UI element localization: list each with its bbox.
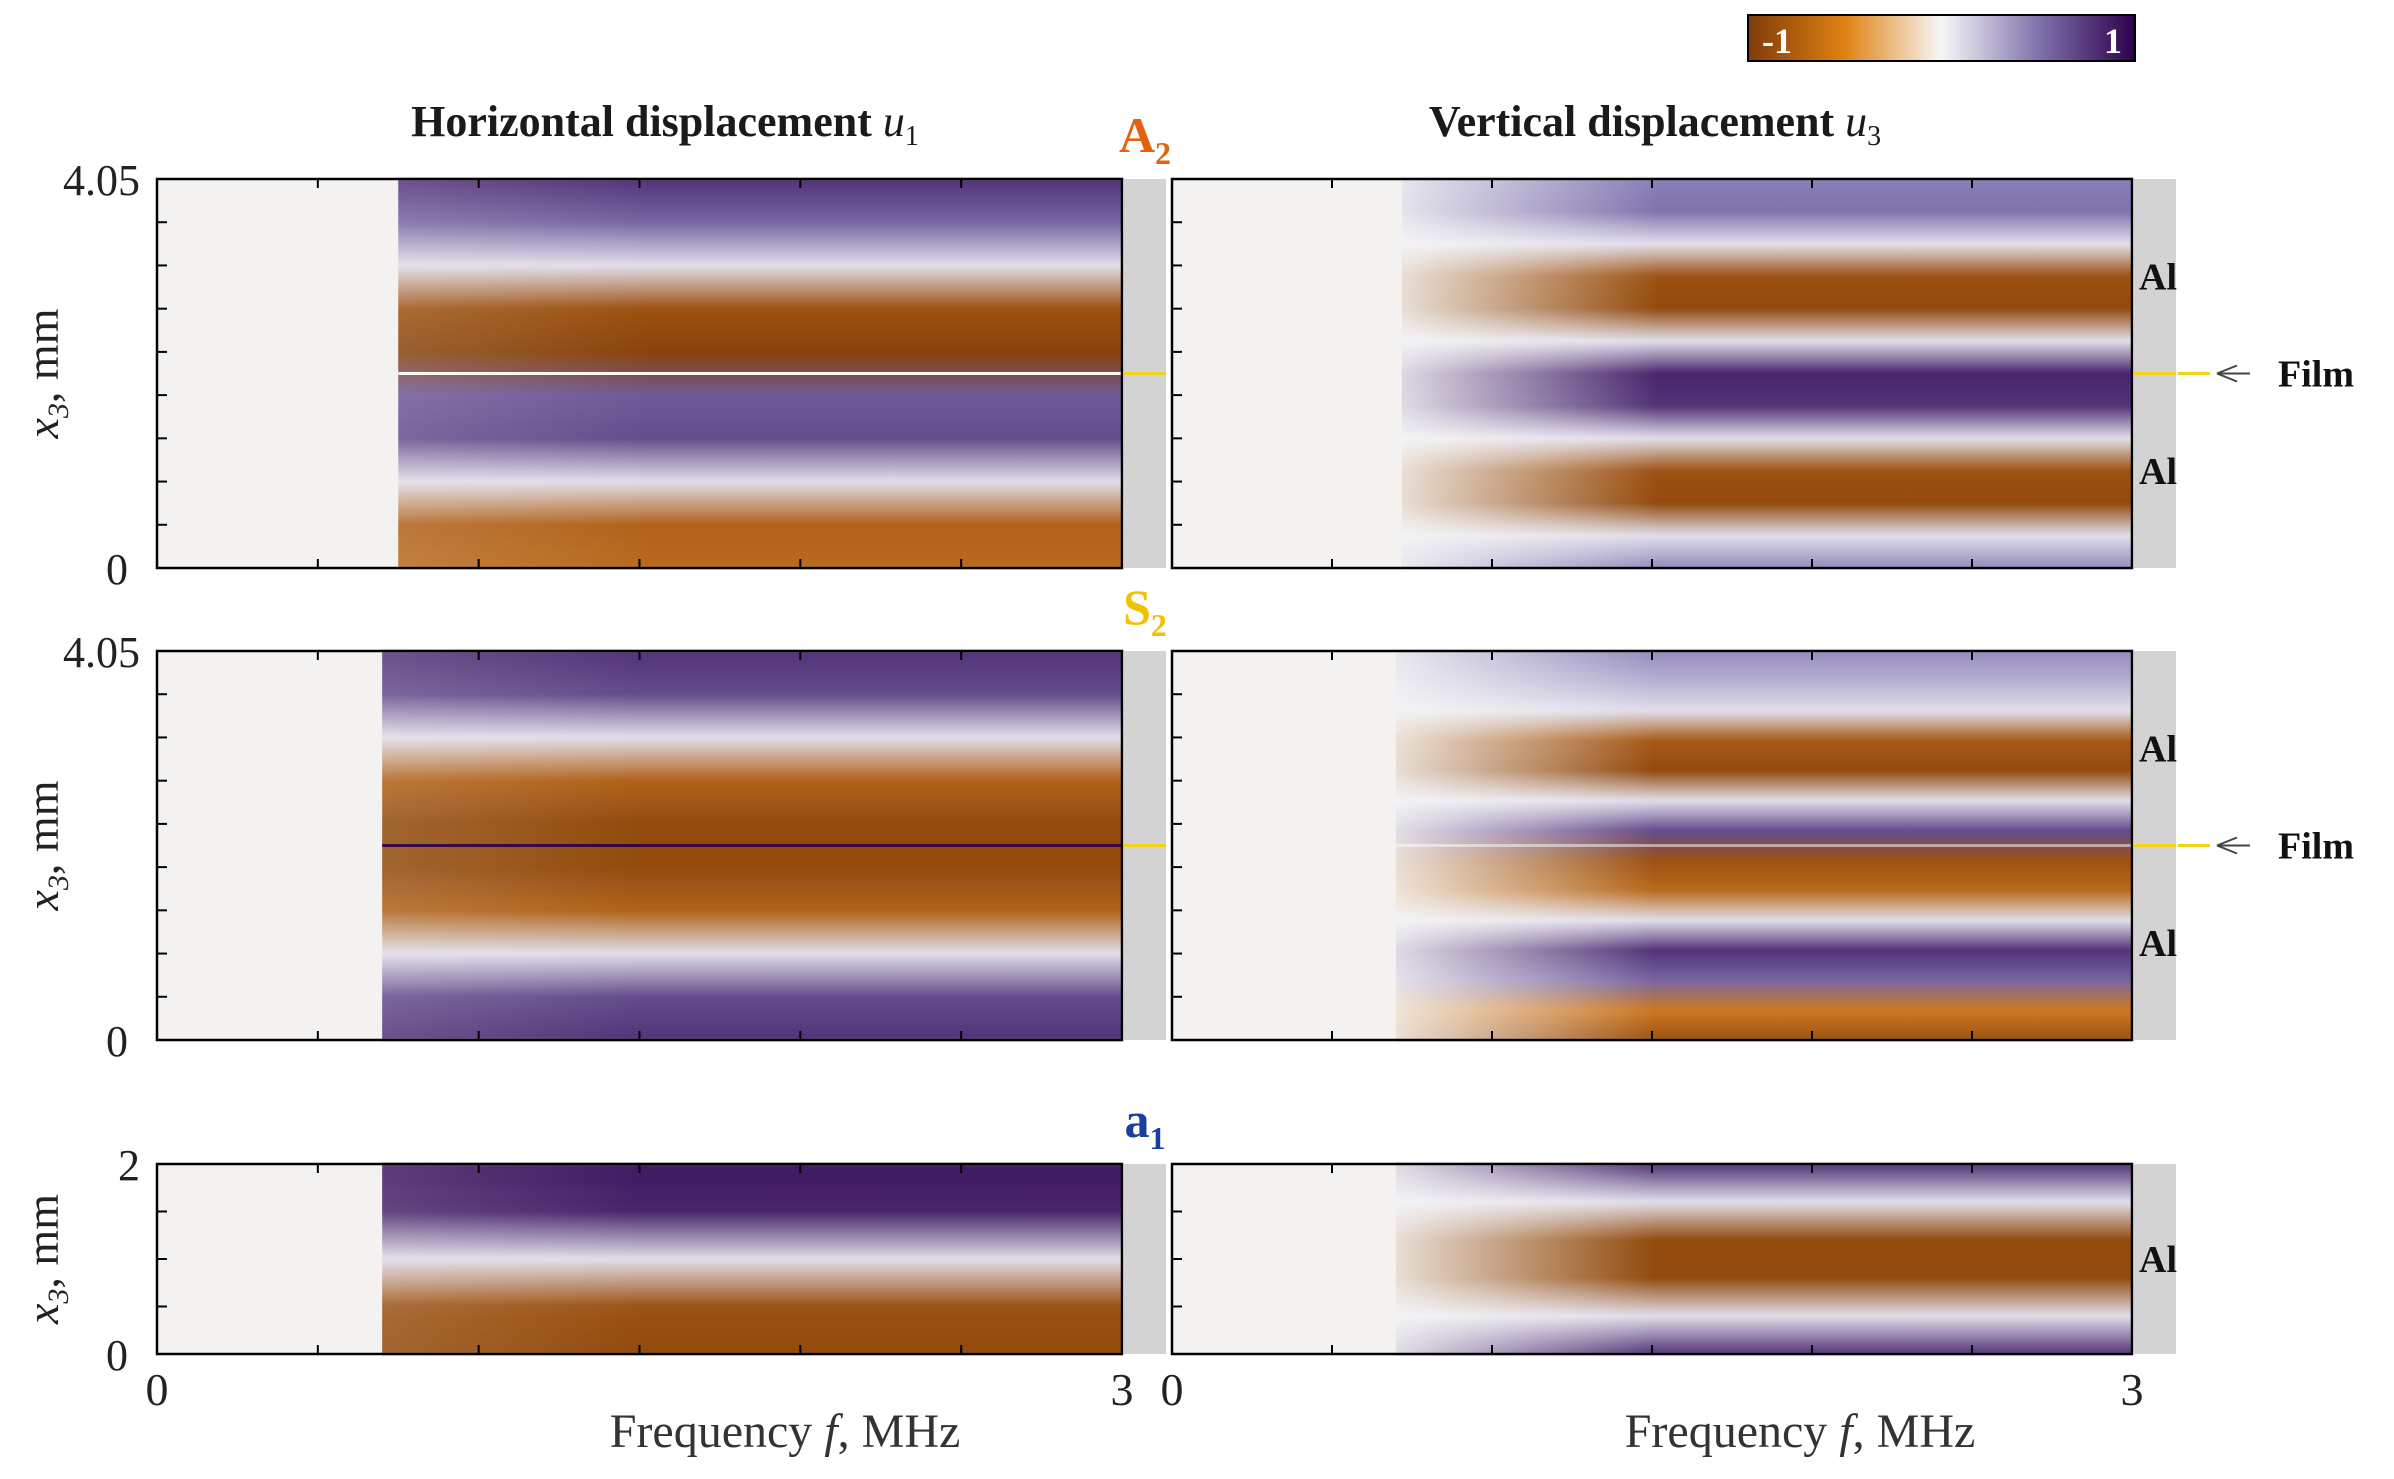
x-tick-label-left-0: 0: [146, 1364, 169, 1415]
y-axis-label: x3, mm: [17, 1194, 75, 1325]
column-title-var: u: [883, 97, 905, 146]
panel-left-u1: [155, 649, 1166, 1042]
layer-label-al: Al: [2139, 451, 2177, 493]
x-label-suffix: , MHz: [1853, 1405, 1976, 1458]
panel-right-u3: Al Al Film: [1170, 649, 2354, 1042]
heatmap-blank-region: [157, 651, 383, 1040]
x-label-prefix: Frequency: [610, 1405, 825, 1458]
row-s2: S2 x3, mm 0 4.05 Al Al Film: [17, 579, 2354, 1066]
x-label-prefix: Frequency: [1625, 1405, 1840, 1458]
y-label-var: x: [17, 889, 68, 911]
y-label-var: x: [17, 417, 68, 439]
column-title-text: Horizontal displacement: [411, 97, 883, 146]
heatmap-fade: [1402, 179, 2132, 568]
column-title-text: Vertical displacement: [1429, 97, 1845, 146]
y-tick-label-max: 4.05: [63, 628, 140, 677]
mode-label-letter: a: [1125, 1092, 1150, 1148]
heatmap-blank-region: [157, 179, 399, 568]
colorbar-gradient: [1747, 14, 2136, 62]
heatmap-blank-region: [1172, 1164, 1396, 1354]
colorbar-min-label: -1: [1762, 21, 1792, 61]
heatmap-fade: [1396, 1164, 2132, 1354]
mode-label-letter: S: [1123, 579, 1151, 635]
x-axis-label-left: Frequency f, MHz: [610, 1405, 961, 1458]
y-tick-label-min: 0: [106, 1017, 128, 1066]
column-title-horizontal: Horizontal displacement u1: [411, 97, 919, 152]
column-title-vertical: Vertical displacement u3: [1429, 97, 1881, 152]
layer-strip: [1124, 1164, 1166, 1354]
mode-label: S2: [1123, 579, 1167, 643]
x-tick-label-left-3: 3: [1111, 1364, 1134, 1415]
column-title-sub: 1: [905, 121, 919, 152]
panel-right-u3: Al Al Film: [1170, 177, 2354, 570]
layer-label-al: Al: [2139, 256, 2177, 298]
y-label-sub: 3: [42, 403, 75, 419]
layer-label-al: Al: [2139, 923, 2177, 965]
film-arrow: [2216, 836, 2250, 855]
heatmap-blank-region: [1172, 651, 1396, 1040]
x-tick-label-right-3: 3: [2121, 1364, 2144, 1415]
layer-strip: [2134, 1164, 2176, 1354]
panel-left-u1: [155, 177, 1166, 570]
colorbar-max-label: 1: [2104, 21, 2122, 61]
mode-label-sub: 2: [1151, 607, 1167, 643]
film-label: Film: [2278, 354, 2354, 396]
y-tick-label-max: 4.05: [63, 156, 140, 205]
y-label-suffix: , mm: [17, 780, 68, 875]
y-label-sub: 3: [42, 875, 75, 891]
y-label-var: x: [17, 1303, 68, 1325]
mode-label: a1: [1125, 1092, 1166, 1156]
row-a1: a1 x3, mm 0 2 Al: [17, 1092, 2177, 1380]
mode-label: A2: [1119, 107, 1171, 171]
heatmap-blank-region: [1172, 179, 1403, 568]
y-axis-label: x3, mm: [17, 308, 75, 439]
mode-label-letter: A: [1119, 107, 1155, 163]
heatmap-fade: [382, 1164, 1123, 1354]
y-label-suffix: , mm: [17, 308, 68, 403]
mode-label-sub: 2: [1155, 135, 1171, 171]
y-label-sub: 3: [42, 1289, 75, 1305]
y-tick-label-min: 0: [106, 1331, 128, 1380]
y-tick-label-max: 2: [118, 1141, 140, 1190]
layer-label-al: Al: [2139, 728, 2177, 770]
column-title-var: u: [1845, 97, 1867, 146]
film-arrow: [2216, 364, 2250, 383]
layer-label-al: Al: [2139, 1239, 2177, 1281]
y-axis-label: x3, mm: [17, 780, 75, 911]
y-tick-label-min: 0: [106, 545, 128, 594]
mode-label-sub: 1: [1150, 1120, 1166, 1156]
column-title-sub: 3: [1867, 121, 1881, 152]
colorbar: -1 1: [1747, 14, 2136, 62]
panel-right-u3: Al: [1170, 1162, 2177, 1356]
x-label-suffix: , MHz: [838, 1405, 961, 1458]
film-label: Film: [2278, 826, 2354, 868]
y-label-suffix: , mm: [17, 1194, 68, 1289]
x-tick-label-right-0: 0: [1161, 1364, 1184, 1415]
panel-left-u1: [155, 1162, 1166, 1356]
x-axis-label-right: Frequency f, MHz: [1625, 1405, 1976, 1458]
heatmap-blank-region: [157, 1164, 383, 1354]
